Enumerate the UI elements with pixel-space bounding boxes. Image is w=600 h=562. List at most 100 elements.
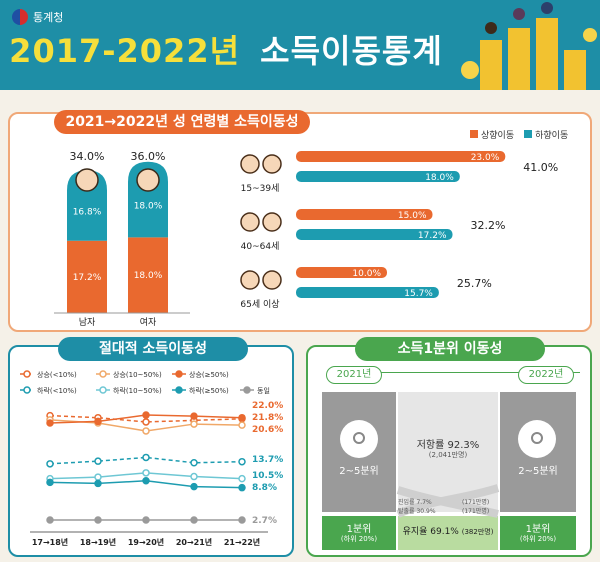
legend-label-3: 하락(<10%) <box>37 386 77 395</box>
legend-label-4: 하락(10~50%) <box>113 386 162 395</box>
timeline-line <box>330 372 580 373</box>
point-3-0 <box>46 460 54 468</box>
q1-to-box <box>500 516 576 550</box>
page-title: 2017-2022년 소득이동통계 <box>6 26 446 70</box>
age-total-0: 41.0% <box>523 161 558 174</box>
gender-category-0: 남자 <box>79 317 96 328</box>
legend-marker-5 <box>175 386 183 394</box>
point-3-2 <box>142 453 150 462</box>
point-5-1 <box>94 479 102 488</box>
flow-left-label-2: 탈출률 30.9% <box>398 508 436 515</box>
legend-down: 하향이동 <box>524 128 568 141</box>
age-group-0: 15~39세 <box>241 183 280 194</box>
bar-down-label-1: 18.0% <box>134 202 163 212</box>
year-to: 2022년 <box>518 366 574 384</box>
won-coin-icon-2 <box>531 432 543 444</box>
point-4-2 <box>142 469 150 477</box>
age-total-1: 32.2% <box>471 219 506 232</box>
q1-from-box <box>322 516 396 550</box>
q1-to-label: 1분위 <box>525 524 551 535</box>
bar-up-1 <box>128 237 168 313</box>
flow-left-label: 진입률 7.7% <box>398 499 432 506</box>
age-face-icon-b-2 <box>262 270 282 290</box>
age-bar-down-1 <box>296 229 453 240</box>
point-0-2 <box>142 418 150 426</box>
section-absolute-mobility <box>8 345 294 557</box>
people-coins-illustration <box>461 2 597 90</box>
x-label-3: 20→21년 <box>176 537 212 547</box>
point-2-1 <box>94 417 102 426</box>
point-5-3 <box>190 482 198 491</box>
face-icon-0 <box>75 168 99 192</box>
point-6-3 <box>190 516 198 524</box>
point-1-3 <box>190 420 198 428</box>
point-6-2 <box>142 516 150 524</box>
age-face-icon-a-2 <box>240 270 260 290</box>
box-from-label: 2~5분위 <box>339 466 379 477</box>
age-bar-down-2 <box>296 287 439 298</box>
middle-sub: (2,041만명) <box>428 451 468 459</box>
section3-title: 소득1분위 이동성 <box>355 337 545 361</box>
gender-total-0: 34.0% <box>70 150 105 163</box>
age-face-icon-a-0 <box>240 154 260 174</box>
end-label-5: 8.8% <box>252 483 277 493</box>
legend-marker-2 <box>175 370 183 378</box>
legend-label-1: 상승(10~50%) <box>113 370 162 379</box>
stay-label: 유지율 69.1% (382만명) <box>402 527 494 537</box>
legend-up: 상향이동 <box>470 128 514 141</box>
q1-to-sub: (하위 20%) <box>519 535 557 543</box>
end-label-3: 13.7% <box>252 455 283 465</box>
legend-label-5: 하락(≥50%) <box>189 386 229 395</box>
q1-from-label: 1분위 <box>346 524 372 535</box>
age-up-label-2: 10.0% <box>352 269 381 279</box>
end-label-0: 22.0% <box>252 401 283 411</box>
section2-title: 절대적 소득이동성 <box>58 337 248 361</box>
x-label-1: 18→19년 <box>80 537 116 547</box>
bar-up-0 <box>67 240 107 313</box>
taegeuk-icon <box>12 9 28 25</box>
point-3-4 <box>238 457 246 466</box>
age-bar-up-1 <box>296 209 433 220</box>
end-label-6: 2.7% <box>252 516 277 526</box>
flow-right-label: (171만명) <box>462 499 490 506</box>
legend-label-6: 동일 <box>257 386 270 395</box>
legend-marker-4 <box>99 386 107 394</box>
point-1-2 <box>142 427 150 435</box>
title-text: 소득이동통계 <box>260 32 443 70</box>
header-banner: 통계청 2017-2022년 소득이동통계 <box>0 0 600 90</box>
box-to-label: 2~5분위 <box>518 466 558 477</box>
point-4-3 <box>190 472 198 481</box>
age-bar-up-0 <box>296 151 506 162</box>
legend-marker-6 <box>243 386 251 394</box>
point-6-4 <box>238 516 246 524</box>
point-6-0 <box>46 516 54 524</box>
point-3-1 <box>94 457 102 465</box>
point-5-2 <box>142 477 150 485</box>
title-years: 2017-2022년 <box>9 32 241 70</box>
flow-right-label-2: (171만명) <box>462 508 490 515</box>
x-label-2: 19→20년 <box>128 537 164 547</box>
org-logo: 통계청 <box>12 9 63 25</box>
org-name: 통계청 <box>33 11 64 24</box>
age-face-icon-b-1 <box>262 212 282 232</box>
point-4-4 <box>238 474 246 483</box>
legend-label-0: 상승(<10%) <box>37 370 77 379</box>
age-up-label-0: 23.0% <box>471 153 500 163</box>
point-2-0 <box>46 419 54 427</box>
age-down-label-0: 18.0% <box>425 173 454 183</box>
point-2-4 <box>238 413 246 422</box>
face-icon-1 <box>136 168 160 192</box>
point-5-4 <box>238 483 246 492</box>
gender-category-1: 여자 <box>140 316 157 328</box>
x-label-4: 21→22년 <box>224 537 260 547</box>
legend-marker-1 <box>99 370 107 378</box>
middle-label: 저항률 92.3% <box>416 440 480 451</box>
age-bar-up-2 <box>296 267 387 278</box>
bar-down-label-0: 16.8% <box>73 207 102 217</box>
section1-legend: 상향이동 하향이동 <box>470 128 568 141</box>
end-label-2: 20.6% <box>252 425 283 435</box>
q1-from-sub: (하위 20%) <box>340 535 378 543</box>
age-face-icon-a-1 <box>240 212 260 232</box>
gender-total-1: 36.0% <box>131 150 166 163</box>
